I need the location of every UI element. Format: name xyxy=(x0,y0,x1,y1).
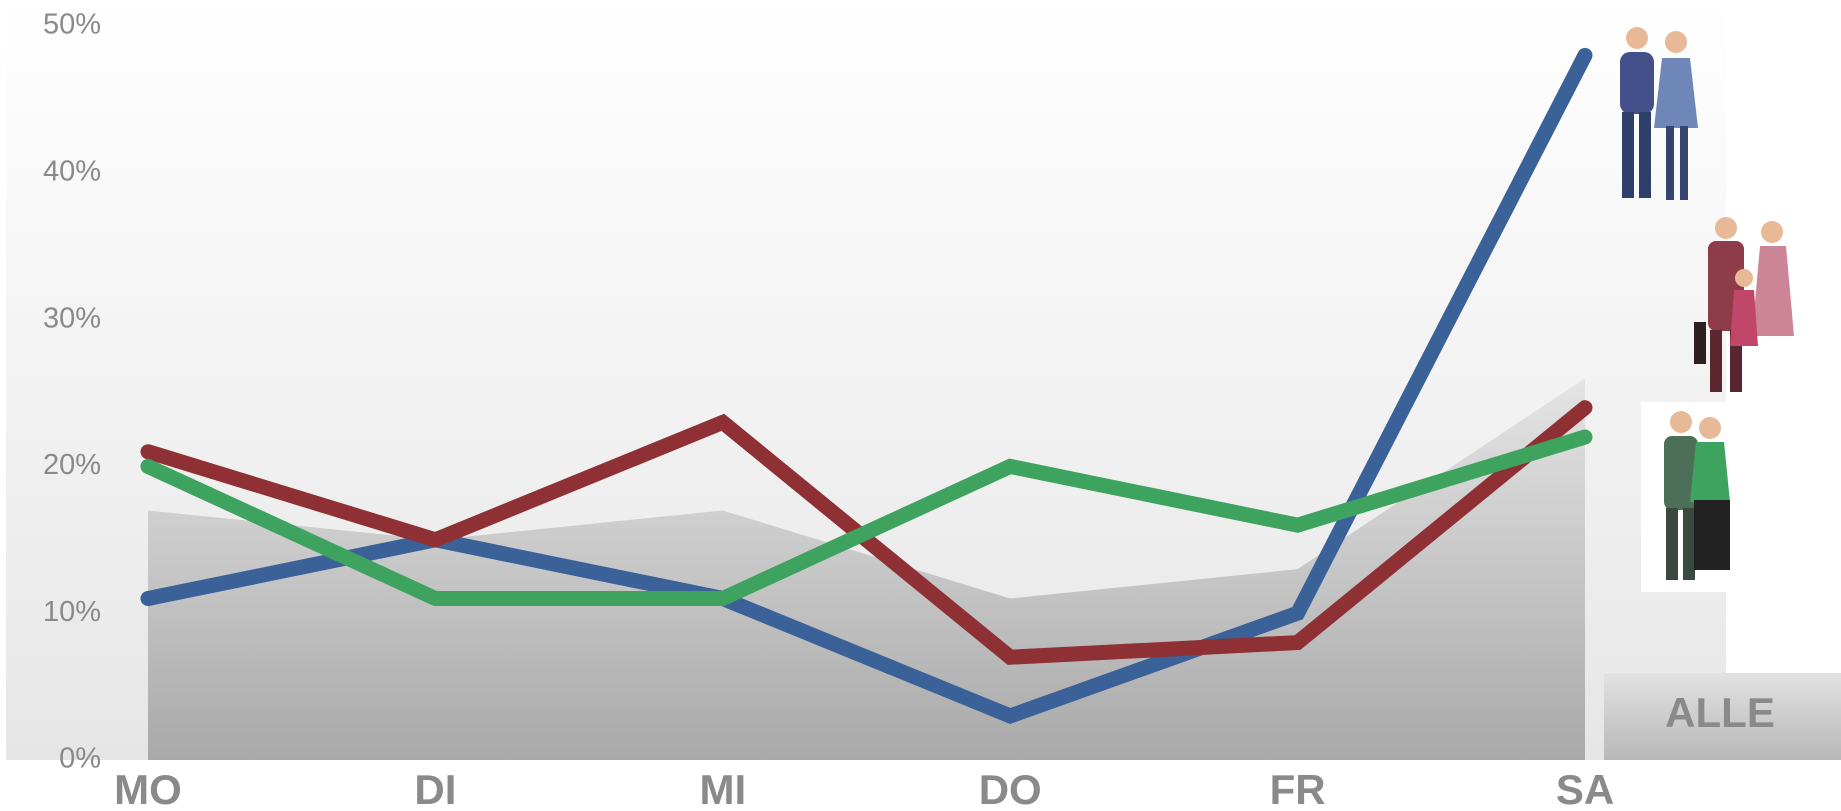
y-tick-label: 50% xyxy=(43,9,101,41)
y-tick-label: 10% xyxy=(43,596,101,628)
x-tick-label: SA xyxy=(1556,766,1614,811)
legend-label: ALLE xyxy=(1665,689,1775,736)
y-tick-label: 40% xyxy=(43,155,101,187)
chart: 0% 10% 20% 30% 40% 50% MO DI MI DO FR SA ALLE xyxy=(0,0,1841,811)
x-tick-label: FR xyxy=(1270,766,1326,811)
x-tick-label: MO xyxy=(114,766,182,811)
y-tick-label: 20% xyxy=(43,449,101,481)
x-tick-label: DI xyxy=(414,766,456,811)
y-tick-label: 30% xyxy=(43,302,101,334)
page: 0%10%20%30%40%50%MODIMIDOFRSA ALLE (() =… xyxy=(0,0,1841,811)
x-tick-label: DO xyxy=(979,766,1042,811)
x-tick-label: MI xyxy=(699,766,746,811)
y-tick-label: 0% xyxy=(59,743,101,775)
icon-elderly-couple xyxy=(1641,402,1737,592)
